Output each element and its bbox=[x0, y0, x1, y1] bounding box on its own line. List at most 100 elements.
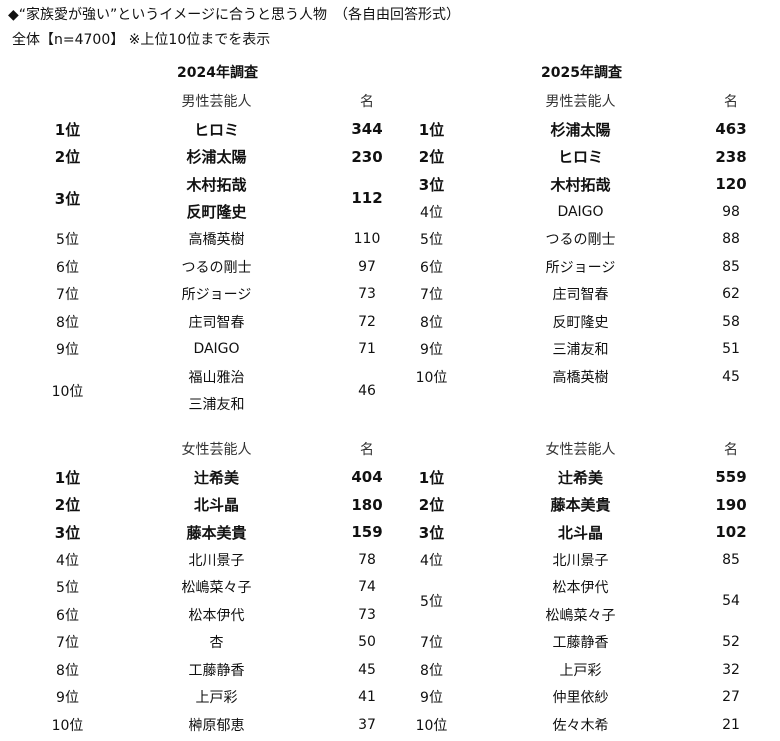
rank-label: 6位 bbox=[56, 607, 79, 624]
person-name: 上戸彩 bbox=[195, 690, 238, 707]
count-value: 85 bbox=[722, 551, 740, 568]
year-label-2025: 2025年調査 bbox=[541, 65, 622, 81]
person-name: 榊原郁恵 bbox=[188, 717, 245, 734]
header-category: 男性芸能人 bbox=[181, 94, 252, 110]
person-name: 所ジョージ bbox=[181, 287, 252, 304]
header-count: 名 bbox=[360, 442, 374, 458]
header-category: 女性芸能人 bbox=[545, 442, 616, 458]
header-blank bbox=[44, 88, 91, 114]
person-name: 高橋英樹 bbox=[188, 232, 245, 249]
count-value: 41 bbox=[358, 689, 376, 706]
person-name: 松本伊代 bbox=[552, 580, 609, 597]
person-name: 藤本美貴 bbox=[186, 523, 247, 542]
count-value: 88 bbox=[722, 231, 740, 248]
header-category: 男性芸能人 bbox=[545, 94, 616, 110]
count-value: 32 bbox=[722, 661, 740, 678]
count-value: 71 bbox=[358, 341, 376, 358]
rank-label: 5位 bbox=[420, 594, 443, 610]
rank-label: 1位 bbox=[418, 468, 445, 487]
count-value: 230 bbox=[351, 147, 383, 166]
person-name: 北斗晶 bbox=[557, 523, 603, 542]
rank-label: 3位 bbox=[418, 523, 445, 542]
rank-label: 10位 bbox=[415, 717, 448, 734]
rank-label: 3位 bbox=[54, 189, 81, 208]
rank-label: 8位 bbox=[56, 662, 79, 679]
person-name: つるの剛士 bbox=[181, 259, 252, 276]
rank-label: 3位 bbox=[54, 523, 81, 542]
person-name: 仲里依紗 bbox=[552, 690, 609, 707]
person-name: 杉浦太陽 bbox=[550, 120, 611, 139]
count-value: 21 bbox=[722, 716, 740, 733]
count-value: 238 bbox=[715, 147, 747, 166]
header-blank bbox=[44, 436, 91, 462]
person-name: 北川景子 bbox=[552, 552, 609, 569]
count-value: 73 bbox=[358, 606, 376, 623]
count-value: 98 bbox=[722, 203, 740, 220]
count-value: 97 bbox=[358, 258, 376, 275]
person-name: 辻希美 bbox=[193, 468, 239, 487]
page-title: ◆“家族愛が強い”というイメージに合うと思う人物 （各自由回答形式） bbox=[8, 7, 460, 23]
person-name: 上戸彩 bbox=[559, 662, 602, 679]
person-name: 反町隆史 bbox=[186, 203, 247, 222]
rank-label: 6位 bbox=[420, 259, 443, 276]
person-name: 木村拓哉 bbox=[550, 175, 611, 194]
person-name: 佐々木希 bbox=[552, 717, 609, 734]
rank-label: 2位 bbox=[54, 148, 81, 167]
count-value: 62 bbox=[722, 286, 740, 303]
count-value: 85 bbox=[722, 258, 740, 275]
header-blank bbox=[408, 88, 455, 114]
count-value: 78 bbox=[358, 551, 376, 568]
rank-label: 9位 bbox=[56, 342, 79, 359]
rank-label: 9位 bbox=[420, 690, 443, 707]
count-value: 37 bbox=[358, 716, 376, 733]
person-name: 所ジョージ bbox=[545, 259, 616, 276]
rank-label: 7位 bbox=[56, 635, 79, 652]
person-name: 辻希美 bbox=[557, 468, 603, 487]
person-name: DAIGO bbox=[193, 341, 240, 358]
count-value: 72 bbox=[358, 313, 376, 330]
rank-label: 8位 bbox=[420, 662, 443, 679]
rank-label: 1位 bbox=[418, 120, 445, 139]
person-name: 高橋英樹 bbox=[552, 369, 609, 386]
person-name: 杉浦太陽 bbox=[186, 148, 247, 167]
count-value: 159 bbox=[351, 523, 383, 542]
rank-label: 10位 bbox=[415, 369, 448, 386]
person-name: 北斗晶 bbox=[193, 496, 239, 515]
rank-label: 4位 bbox=[56, 552, 79, 569]
rank-label: 10位 bbox=[51, 383, 84, 400]
count-value: 52 bbox=[722, 634, 740, 651]
person-name: 三浦友和 bbox=[552, 342, 609, 359]
person-name: 松嶋菜々子 bbox=[181, 580, 252, 597]
count-value: 344 bbox=[351, 120, 383, 139]
count-value: 112 bbox=[351, 189, 383, 207]
person-name: 北川景子 bbox=[188, 552, 245, 569]
rank-label: 10位 bbox=[51, 717, 84, 734]
person-name: 三浦友和 bbox=[188, 397, 245, 414]
count-value: 51 bbox=[722, 341, 740, 358]
person-name: 庄司智春 bbox=[188, 314, 245, 331]
rank-label: 3位 bbox=[418, 175, 445, 194]
page-subtitle: 全体【n=4700】 ※上位10位までを表示 bbox=[12, 32, 271, 48]
person-name: ヒロミ bbox=[193, 120, 239, 139]
count-value: 190 bbox=[715, 495, 747, 514]
header-blank bbox=[408, 436, 455, 462]
person-name: 杏 bbox=[209, 635, 224, 652]
count-value: 27 bbox=[722, 689, 740, 706]
rank-label: 2位 bbox=[418, 496, 445, 515]
rank-label: 2位 bbox=[54, 496, 81, 515]
rank-label: 2位 bbox=[418, 148, 445, 167]
rank-label: 7位 bbox=[420, 287, 443, 304]
count-value: 463 bbox=[715, 120, 747, 139]
person-name: 工藤静香 bbox=[188, 662, 245, 679]
rank-label: 8位 bbox=[420, 314, 443, 331]
person-name: 木村拓哉 bbox=[186, 175, 247, 194]
person-name: つるの剛士 bbox=[545, 232, 616, 249]
rank-label: 1位 bbox=[54, 468, 81, 487]
person-name: 福山雅治 bbox=[188, 369, 245, 386]
person-name: 工藤静香 bbox=[552, 635, 609, 652]
header-category: 女性芸能人 bbox=[181, 442, 252, 458]
header-count: 名 bbox=[724, 442, 738, 458]
rank-label: 6位 bbox=[56, 259, 79, 276]
person-name: 松本伊代 bbox=[188, 607, 245, 624]
count-value: 180 bbox=[351, 495, 383, 514]
